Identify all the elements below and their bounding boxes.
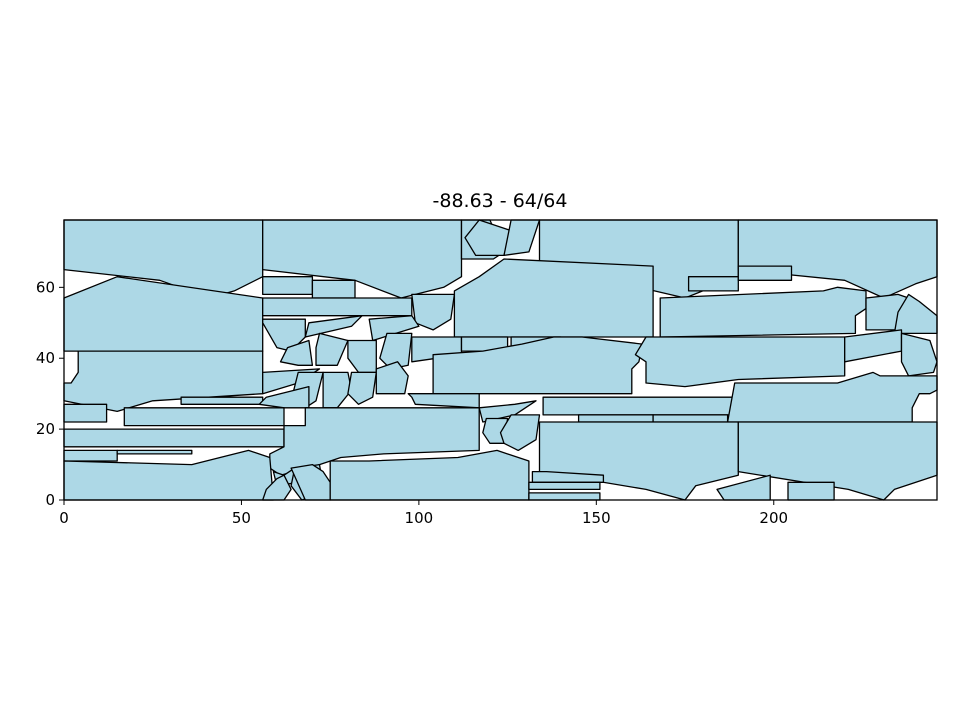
polygon-piece-12 (411, 293, 456, 331)
plot-area (63, 219, 938, 501)
x-tick-label: 150 (582, 509, 611, 527)
polygon-piece-15 (737, 265, 793, 281)
polygon-piece-48 (652, 414, 729, 423)
chart-title: -88.63 - 64/64 (433, 190, 568, 212)
polygon-piece-54 (499, 414, 541, 452)
polygon-piece-20 (304, 315, 363, 338)
polygon-piece-67 (787, 481, 835, 501)
polygon-piece-52 (269, 407, 480, 476)
polygon-piece-65 (528, 492, 601, 501)
polygon-piece-39 (407, 393, 480, 409)
polygon-piece-51 (116, 449, 193, 455)
polygon-piece-4 (464, 219, 512, 257)
polygon-piece-32 (900, 332, 938, 377)
polygon-piece-49 (63, 428, 285, 448)
polygon-piece-44 (478, 400, 537, 423)
polygon-piece-47 (577, 414, 654, 423)
x-tick-label: 200 (759, 509, 788, 527)
polygon-piece-14 (687, 276, 739, 292)
polygon-piece-64 (528, 481, 601, 491)
polygon-piece-42 (63, 403, 108, 423)
x-tick-label: 100 (405, 509, 434, 527)
polygon-piece-21 (368, 315, 420, 342)
y-axis: 0 20 40 60 (36, 278, 64, 509)
polygon-piece-10 (311, 279, 356, 299)
polygon-piece-50 (63, 449, 118, 462)
polygon-piece-63 (531, 470, 605, 483)
polygon-piece-43 (123, 407, 285, 427)
x-tick-label: 0 (59, 509, 69, 527)
polygon-piece-37 (347, 371, 377, 405)
x-axis: 0 50 100 150 200 (59, 500, 788, 527)
polygon-piece-9 (262, 276, 314, 296)
y-tick-label: 20 (36, 420, 55, 438)
polygon-piece-38 (375, 361, 409, 395)
y-tick-label: 40 (36, 349, 55, 367)
polygon-piece-31 (844, 329, 903, 363)
polygon-piece-40 (180, 396, 264, 405)
y-tick-label: 0 (45, 491, 55, 509)
polygon-piece-22 (279, 339, 314, 366)
x-tick-label: 50 (232, 509, 251, 527)
polygon-piece-11 (262, 297, 413, 317)
axes-frame (63, 219, 938, 501)
polygon-piece-45 (542, 396, 739, 416)
y-tick-label: 60 (36, 278, 55, 296)
polygon-piece-23 (315, 332, 349, 366)
polygon-piece-36 (322, 371, 353, 409)
